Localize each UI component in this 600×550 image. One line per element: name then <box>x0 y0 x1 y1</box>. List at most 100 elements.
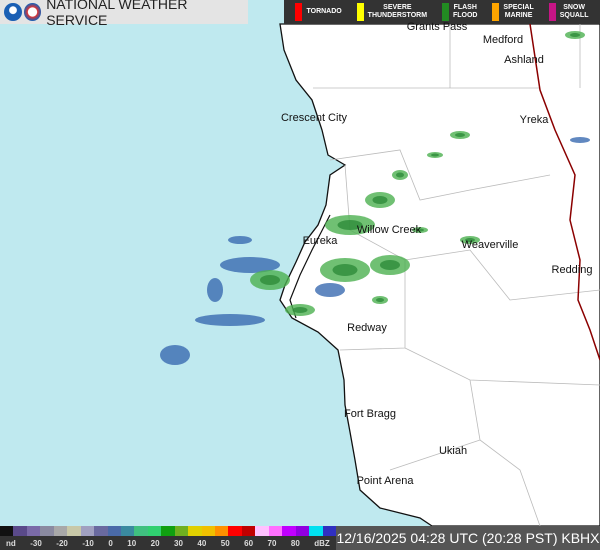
scale-swatch <box>147 526 162 536</box>
radar-echo <box>570 137 590 143</box>
city-label: Grants Pass <box>406 21 468 33</box>
swatch <box>441 3 449 21</box>
scale-swatch <box>282 526 296 536</box>
radar-echo <box>160 345 190 365</box>
warning-label: SEVERE THUNDERSTORM <box>367 4 428 19</box>
scale-swatch <box>295 526 310 536</box>
radar-echo <box>292 307 308 313</box>
city-label: Willow Creek <box>356 224 422 236</box>
radar-echo <box>455 133 465 137</box>
scale-swatch <box>107 526 121 536</box>
scale-tick: dBZ <box>314 539 330 548</box>
radar-echo <box>207 278 223 302</box>
radar-echo <box>315 283 345 297</box>
radar-echo <box>195 314 265 326</box>
scale-tick: 70 <box>267 539 277 548</box>
city-label: Yreka <box>519 114 549 126</box>
scale-tick: nd <box>6 539 16 548</box>
city-label: Ashland <box>504 54 544 66</box>
radar-echo <box>337 220 363 230</box>
scale-swatch <box>120 526 135 536</box>
radar-echo <box>465 238 475 242</box>
scale-swatch <box>40 526 54 536</box>
scale-tick: 20 <box>150 539 160 548</box>
footer: nd -30 -20 -10 0 10 20 30 40 50 60 70 80 dBZ 12/16/20… <box>0 526 600 550</box>
swatch <box>295 3 303 21</box>
scale-swatch <box>53 526 68 536</box>
scale-tick: 80 <box>290 539 300 548</box>
scale-tick: -10 <box>82 539 94 548</box>
scale-swatch <box>174 526 189 536</box>
scale-swatch <box>134 526 148 536</box>
radar-echo <box>260 275 280 285</box>
swatch <box>548 3 556 21</box>
scale-swatch <box>188 526 202 536</box>
timestamp: 12/16/2025 04:28 UTC (20:28 PST) KBHX <box>336 526 600 550</box>
radar-echo <box>220 257 280 273</box>
city-label: Medford <box>482 34 524 46</box>
scale-swatch <box>241 526 256 536</box>
scale-tick: -30 <box>30 539 42 548</box>
scale-swatch <box>309 526 323 536</box>
scale-swatch <box>322 526 336 536</box>
nws-brand: NATIONAL WEATHER SERVICE <box>0 0 248 28</box>
scale-swatch <box>67 526 81 536</box>
scale-swatch <box>201 526 215 536</box>
warning-tornado: TORNADO <box>295 3 342 21</box>
city-label: Weaverville <box>461 239 519 251</box>
noaa-logo <box>4 3 22 21</box>
city-label: Eureka <box>302 235 338 247</box>
radar-echo <box>396 172 404 178</box>
scale-tick: 0 <box>108 539 113 548</box>
scale-swatch <box>161 526 175 536</box>
scale-swatch <box>0 526 14 536</box>
city-label: Fort Bragg <box>344 408 396 420</box>
city-label: Point Arena <box>356 475 414 487</box>
scale-swatch <box>80 526 95 536</box>
city-label: Ukiah <box>438 445 468 457</box>
dbz-color-scale: nd -30 -20 -10 0 10 20 30 40 50 60 70 80 dBZ <box>0 526 336 550</box>
scale-ticks: nd -30 -20 -10 0 10 20 30 40 50 60 70 80 dBZ <box>0 536 336 548</box>
scale-tick: 60 <box>244 539 254 548</box>
warning-flash-flood: FLASH FLOOD <box>441 3 478 21</box>
scale-tick: 10 <box>127 539 137 548</box>
swatch <box>356 3 364 21</box>
warning-label: FLASH FLOOD <box>452 4 478 19</box>
city-label: Crescent City <box>280 112 348 124</box>
scale-tick: 40 <box>197 539 207 548</box>
radar-echo <box>332 264 358 276</box>
radar-echo <box>372 196 388 204</box>
color-bar <box>0 526 336 536</box>
warning-label: TORNADO <box>306 8 342 15</box>
warning-label: SPECIAL MARINE <box>503 4 534 19</box>
scale-tick: 30 <box>174 539 183 548</box>
warning-snow-squall: SNOW SQUALL <box>548 3 589 21</box>
nws-logo <box>23 3 42 21</box>
swatch <box>492 3 500 21</box>
scale-swatch <box>215 526 229 536</box>
radar-echo <box>376 298 384 302</box>
scale-swatch <box>228 526 242 536</box>
scale-tick: -20 <box>56 539 68 548</box>
warning-legend: TORNADO SEVERE THUNDERSTORM FLASH FLOOD … <box>284 0 600 24</box>
warning-label: SNOW SQUALL <box>559 4 589 19</box>
scale-swatch <box>255 526 269 536</box>
scale-swatch <box>268 526 283 536</box>
page-title: NATIONAL WEATHER SERVICE <box>46 0 188 28</box>
warning-special-marine: SPECIAL MARINE <box>492 3 534 21</box>
header: NATIONAL WEATHER SERVICE TORNADO SEVERE … <box>0 0 600 28</box>
scale-swatch <box>13 526 27 536</box>
city-label: Redding <box>551 264 593 276</box>
radar-echo <box>380 260 400 270</box>
scale-tick: 50 <box>220 539 230 548</box>
radar-echo <box>228 236 252 244</box>
radar-echo <box>431 153 439 157</box>
radar-echoes <box>160 31 590 365</box>
city-label: Redway <box>347 322 387 334</box>
radar-echo <box>570 33 580 37</box>
state-border <box>529 23 600 361</box>
warning-severe-thunderstorm: SEVERE THUNDERSTORM <box>356 3 428 21</box>
scale-swatch <box>26 526 41 536</box>
radar-echo <box>416 228 424 232</box>
